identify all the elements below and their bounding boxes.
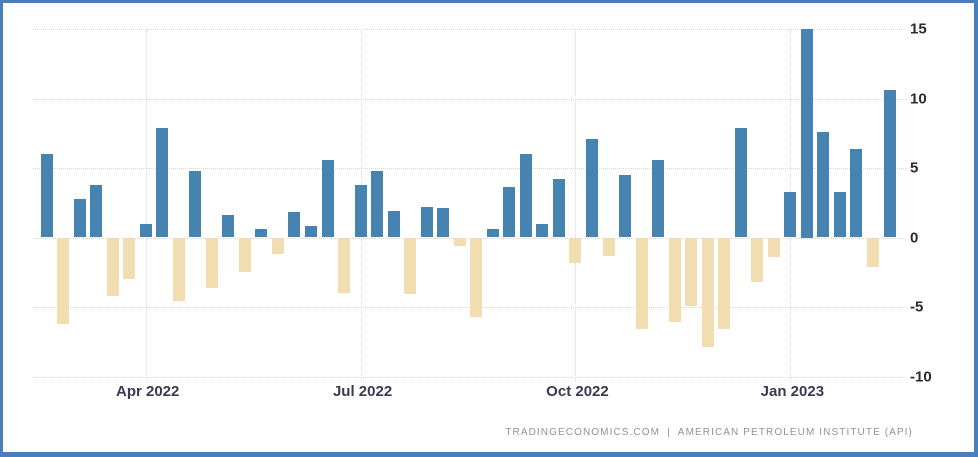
bar-positive[interactable]	[619, 174, 632, 238]
bar-negative[interactable]	[569, 237, 582, 263]
bar-positive[interactable]	[222, 215, 235, 238]
bar-positive[interactable]	[288, 212, 301, 238]
bar-negative[interactable]	[453, 237, 466, 246]
attribution: TRADINGECONOMICS.COM | AMERICAN PETROLEUM …	[505, 427, 913, 438]
bar-positive[interactable]	[90, 184, 103, 238]
attribution-separator: |	[667, 427, 671, 438]
bar-negative[interactable]	[767, 237, 780, 257]
bar-negative[interactable]	[668, 237, 681, 323]
bar-positive[interactable]	[585, 138, 598, 238]
bar-negative[interactable]	[470, 237, 483, 317]
bar-negative[interactable]	[271, 237, 284, 255]
bar-positive[interactable]	[883, 90, 896, 238]
gridline-horizontal	[33, 307, 906, 308]
bar-positive[interactable]	[850, 148, 863, 238]
gridline-horizontal	[33, 98, 906, 100]
bar-negative[interactable]	[57, 237, 70, 324]
bar-positive[interactable]	[139, 223, 152, 238]
bar-positive[interactable]	[652, 159, 665, 238]
bar-positive[interactable]	[354, 184, 367, 238]
bar-negative[interactable]	[867, 237, 879, 267]
bar-positive[interactable]	[519, 154, 532, 238]
bar-positive[interactable]	[486, 229, 499, 238]
bar-negative[interactable]	[751, 237, 764, 282]
attribution-source: TRADINGECONOMICS.COM	[505, 427, 661, 438]
bar-negative[interactable]	[338, 237, 351, 294]
y-axis-tick-label: 10	[910, 90, 927, 107]
gridline-vertical	[145, 29, 147, 382]
y-axis-tick-label: 15	[910, 20, 927, 38]
bar-positive[interactable]	[255, 229, 268, 238]
bar-positive[interactable]	[387, 211, 400, 238]
bar-positive[interactable]	[156, 127, 169, 238]
y-axis-tick-label: 5	[910, 159, 919, 177]
bar-positive[interactable]	[833, 191, 846, 238]
bar-positive[interactable]	[503, 187, 516, 238]
bar-negative[interactable]	[238, 237, 251, 273]
gridline-horizontal	[33, 376, 906, 378]
gridline-horizontal	[33, 237, 906, 239]
attribution-provider: AMERICAN PETROLEUM INSTITUTE (API)	[677, 427, 913, 438]
gridline-horizontal	[33, 168, 906, 169]
bar-negative[interactable]	[701, 237, 714, 348]
bar-positive[interactable]	[304, 226, 317, 238]
bar-negative[interactable]	[205, 237, 218, 288]
bar-positive[interactable]	[784, 191, 797, 238]
x-axis-tick-label: Oct 2022	[546, 383, 609, 400]
gridline-vertical	[575, 29, 577, 382]
bar-negative[interactable]	[123, 237, 136, 280]
x-axis-tick-label: Jan 2023	[760, 383, 825, 400]
bar-negative[interactable]	[404, 237, 417, 295]
bar-negative[interactable]	[718, 237, 731, 330]
plot-area: 15 10 5 0 -5 -10 Apr 2022 Jul 2022 Oct 2022 Jan 2…	[3, 3, 974, 452]
bar-negative[interactable]	[685, 237, 698, 306]
bar-positive[interactable]	[321, 159, 334, 238]
y-axis-tick-label: 0	[910, 229, 919, 246]
gridline-horizontal	[33, 29, 906, 30]
bar-positive[interactable]	[817, 131, 830, 238]
bar-positive[interactable]	[800, 29, 813, 238]
bar-positive[interactable]	[73, 198, 86, 238]
bar-negative[interactable]	[172, 237, 185, 302]
bar-negative[interactable]	[106, 237, 119, 296]
y-axis-tick-label: -10	[910, 368, 932, 385]
bar-positive[interactable]	[189, 170, 202, 238]
bar-positive[interactable]	[536, 223, 549, 238]
bar-positive[interactable]	[420, 206, 433, 238]
bar-positive[interactable]	[734, 127, 747, 238]
bar-positive[interactable]	[40, 154, 53, 238]
bar-positive[interactable]	[552, 179, 565, 238]
bar-negative[interactable]	[635, 237, 648, 330]
bar-positive[interactable]	[371, 170, 384, 238]
bar-positive[interactable]	[437, 208, 450, 238]
x-axis-tick-label: Apr 2022	[115, 383, 180, 400]
y-axis-tick-label: -5	[910, 298, 924, 316]
bar-negative[interactable]	[602, 237, 615, 256]
x-axis-tick-label: Jul 2022	[332, 383, 393, 400]
